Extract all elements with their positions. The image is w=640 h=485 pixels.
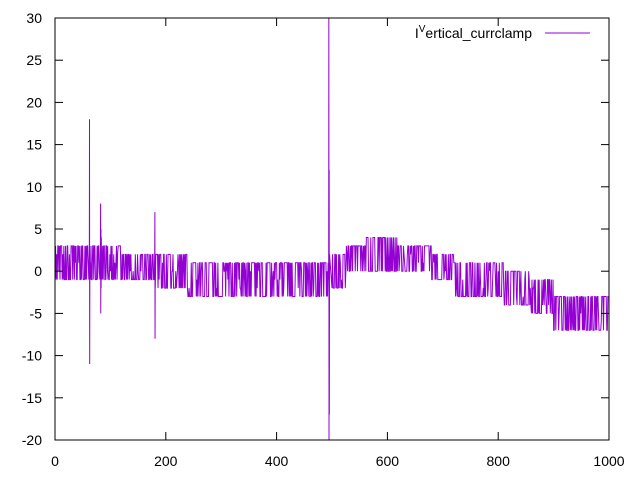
x-tick-label: 200 — [154, 453, 178, 469]
y-tick-label: 20 — [26, 94, 42, 110]
legend-label-superscript: V — [419, 24, 426, 35]
x-tick-label: 1000 — [593, 453, 624, 469]
y-tick-label: 0 — [34, 263, 42, 279]
y-tick-label: -5 — [30, 305, 43, 321]
legend-label-prefix: I — [415, 25, 419, 41]
axis-ticks: 0 200 400 600 800 1000 -20 -15 -10 -5 0 5 10 15 20 25 30 — [22, 10, 625, 469]
y-tick-label: 15 — [26, 137, 42, 153]
x-tick-label: 400 — [265, 453, 289, 469]
series-line — [54, 17, 609, 441]
series-layer — [54, 17, 609, 441]
y-tick-label: 5 — [34, 221, 42, 237]
y-tick-label: 10 — [26, 179, 42, 195]
legend-entry-label: IVertical_currclamp — [415, 24, 532, 41]
legend: IVertical_currclamp — [415, 24, 590, 41]
x-tick-label: 600 — [376, 453, 400, 469]
y-tick-label: -15 — [22, 390, 42, 406]
y-tick-label: -20 — [22, 432, 42, 448]
y-tick-label: 25 — [26, 52, 42, 68]
legend-label-rest: ertical_currclamp — [425, 25, 532, 41]
x-tick-label: 800 — [487, 453, 511, 469]
y-tick-label: 30 — [26, 10, 42, 26]
y-tick-label: -10 — [22, 348, 42, 364]
x-tick-label: 0 — [51, 453, 59, 469]
